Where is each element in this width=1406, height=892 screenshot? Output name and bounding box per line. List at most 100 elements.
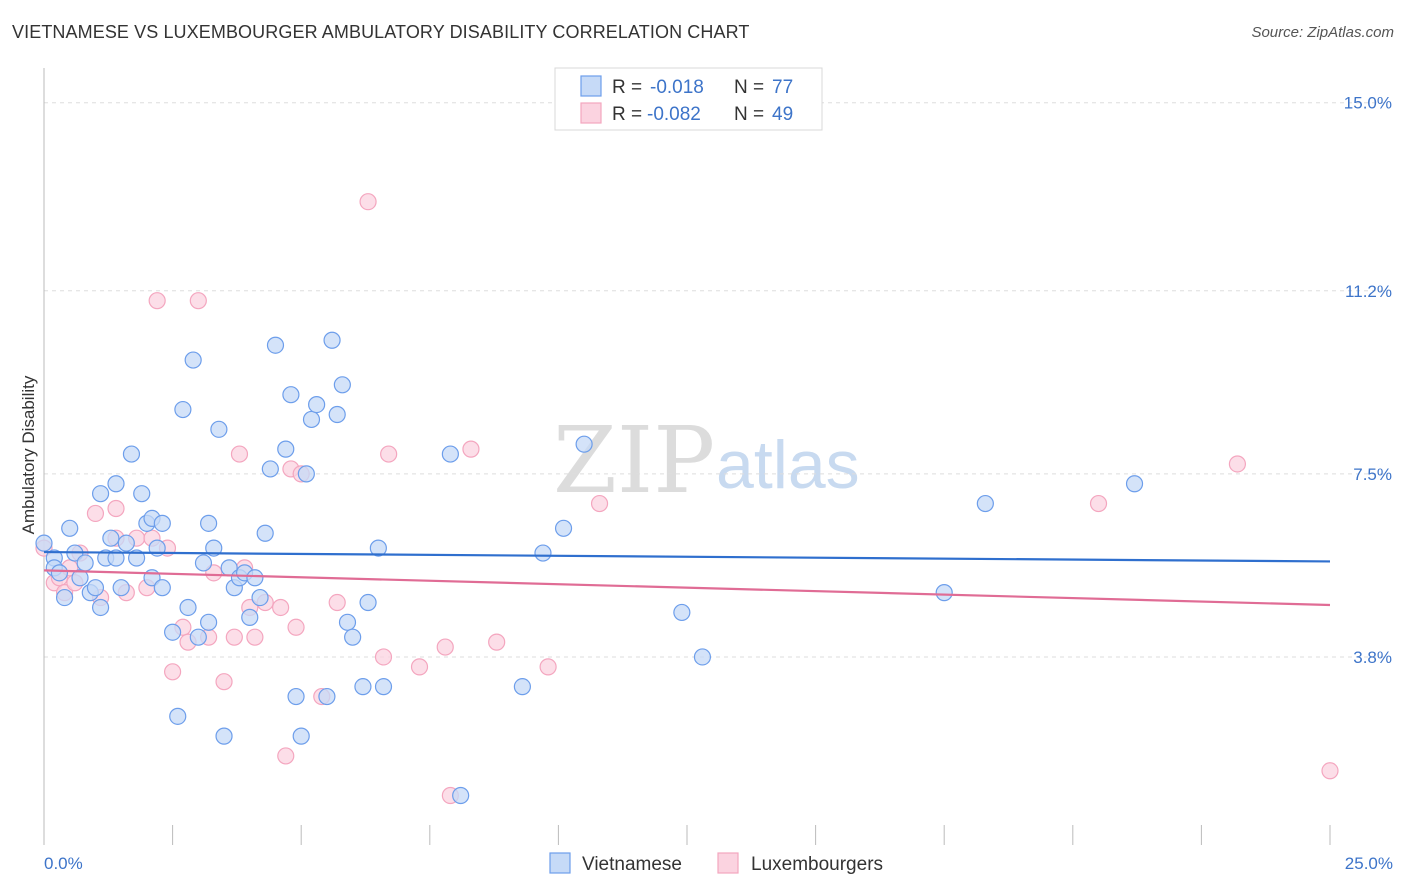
vietnamese-point xyxy=(308,395,326,414)
vietnamese-point xyxy=(673,603,691,622)
vietnamese-point xyxy=(61,519,79,537)
luxembourger-point xyxy=(287,618,305,636)
legend-n-value-vietnamese: 77 xyxy=(772,77,793,98)
vietnamese-point xyxy=(122,445,141,463)
vietnamese-point xyxy=(354,678,372,696)
vietnamese-point xyxy=(164,623,182,641)
luxembourger-point xyxy=(590,494,609,513)
vietnamese-point xyxy=(976,494,994,513)
vietnamese-point xyxy=(318,687,336,706)
vietnamese-point xyxy=(102,529,120,547)
vietnamese-point xyxy=(35,534,53,552)
luxembourger-point xyxy=(272,598,290,617)
luxembourger-point xyxy=(215,673,233,691)
luxembourger-point xyxy=(380,445,398,463)
vietnamese-point xyxy=(205,539,223,557)
luxembourger-point xyxy=(164,663,182,681)
luxembourger-point xyxy=(225,628,243,646)
y-tick-label: 15.0% xyxy=(1344,94,1392,113)
vietnamese-point xyxy=(441,445,459,463)
vietnamese-point xyxy=(133,485,151,503)
vietnamese-point xyxy=(112,579,130,597)
vietnamese-point xyxy=(91,598,110,617)
watermark-zip: ZIP xyxy=(553,407,715,514)
luxembourger-point xyxy=(1089,494,1108,513)
luxembourger-point xyxy=(328,593,346,612)
vietnamese-point xyxy=(117,534,135,552)
vietnamese-point xyxy=(534,544,552,562)
vietnamese-point xyxy=(184,351,202,369)
luxembourger-point xyxy=(359,193,377,211)
vietnamese-point xyxy=(200,613,218,631)
vietnamese-point xyxy=(107,475,125,493)
vietnamese-point xyxy=(452,786,470,805)
y-tick-label: 3.8% xyxy=(1353,648,1392,667)
watermark-atlas: atlas xyxy=(716,427,860,503)
luxembourgers-trend-line xyxy=(43,569,1331,607)
vietnamese-point xyxy=(359,593,377,612)
bottom-legend-swatch-luxembourgers xyxy=(717,852,739,874)
vietnamese-point xyxy=(256,524,274,542)
vietnamese-point xyxy=(200,514,218,532)
legend-n-label-vietnamese: N = xyxy=(734,77,764,98)
vietnamese-point xyxy=(374,678,393,696)
vietnamese-point xyxy=(107,549,125,567)
vietnamese-point xyxy=(55,588,74,607)
luxembourger-point xyxy=(230,445,249,463)
vietnamese-point xyxy=(1125,475,1144,493)
x-tick-label: 0.0% xyxy=(44,854,83,873)
luxembourger-point xyxy=(189,292,207,310)
vietnamese-point xyxy=(241,608,259,626)
vietnamese-point xyxy=(513,678,531,696)
legend-r-value-vietnamese: -0.018 xyxy=(650,77,704,98)
vietnamese-point xyxy=(153,514,171,532)
luxembourger-point xyxy=(436,638,454,656)
vietnamese-point xyxy=(246,569,264,587)
vietnamese-point xyxy=(369,539,387,557)
vietnamese-point xyxy=(153,579,171,597)
legend-n-value-luxembourgers: 49 xyxy=(772,104,793,125)
y-axis-label: Ambulatory Disability xyxy=(19,375,38,534)
vietnamese-point xyxy=(194,554,213,572)
vietnamese-point xyxy=(693,648,712,666)
vietnamese-point xyxy=(76,554,94,572)
vietnamese-point xyxy=(251,588,269,607)
legend-r-value-luxembourgers: -0.082 xyxy=(647,104,701,125)
bottom-legend-label-vietnamese: Vietnamese xyxy=(582,854,682,875)
luxembourger-point xyxy=(539,658,557,676)
vietnamese-point xyxy=(338,613,357,631)
chart-title: VIETNAMESE VS LUXEMBOURGER AMBULATORY DI… xyxy=(12,22,750,42)
vietnamese-point xyxy=(266,336,285,354)
vietnamese-points xyxy=(35,331,1144,805)
luxembourger-point xyxy=(148,292,166,310)
legend-swatch-vietnamese xyxy=(580,75,602,97)
luxembourger-point xyxy=(246,628,264,646)
vietnamese-point xyxy=(127,549,146,567)
vietnamese-point xyxy=(189,628,207,646)
vietnamese-point xyxy=(174,400,192,419)
vietnamese-point xyxy=(215,727,233,745)
vietnamese-point xyxy=(292,727,310,745)
vietnamese-point xyxy=(575,435,593,453)
luxembourger-point xyxy=(1321,762,1339,780)
bottom-legend: Vietnamese Luxembourgers xyxy=(549,852,883,875)
bottom-legend-swatch-vietnamese xyxy=(549,852,571,874)
legend-swatch-luxembourgers xyxy=(580,102,602,124)
vietnamese-point xyxy=(323,331,341,349)
vietnamese-point xyxy=(554,519,573,537)
vietnamese-point xyxy=(86,579,105,597)
top-legend: R = -0.018 N = 77 R = -0.082 N = 49 xyxy=(554,67,823,131)
legend-n-label-luxembourgers: N = xyxy=(734,104,764,125)
luxembourger-point xyxy=(488,633,506,651)
luxembourger-point xyxy=(1228,455,1247,473)
axes xyxy=(43,68,1331,845)
luxembourger-point xyxy=(86,504,105,523)
legend-r-label-vietnamese: R = xyxy=(612,77,642,98)
luxembourger-point xyxy=(410,658,429,676)
luxembourger-point xyxy=(107,499,125,518)
trend-lines xyxy=(43,550,1331,607)
vietnamese-point xyxy=(210,420,228,438)
tick-labels: 3.8% 7.5% 11.2% 15.0% 0.0% 25.0% xyxy=(44,94,1393,873)
luxembourger-point xyxy=(374,648,393,666)
